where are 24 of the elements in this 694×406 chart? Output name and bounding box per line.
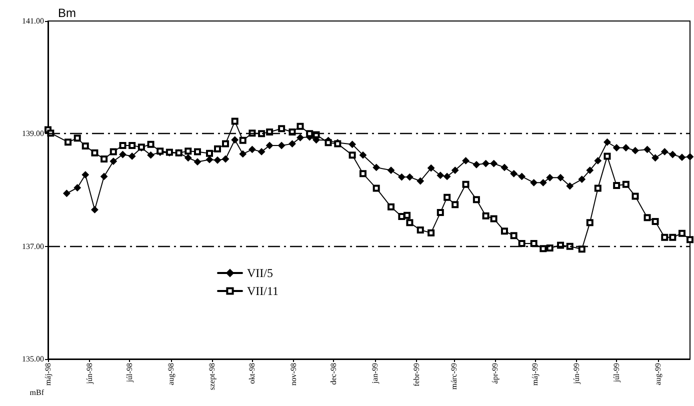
x-tick-label: jún-98 — [84, 363, 94, 385]
x-tick-label: jún-99 — [572, 363, 582, 385]
x-tick-label: márc-99 — [449, 363, 458, 390]
y-tick-label: 137.00 — [22, 242, 44, 251]
x-tick-label: aug-99 — [653, 363, 662, 386]
x-tick-label: máj-99 — [530, 363, 540, 386]
x-tick-label: júl-98 — [124, 363, 134, 384]
x-tick-label: máj-98 — [44, 363, 52, 386]
x-tick-label: júl-99 — [612, 363, 622, 384]
x-tick-label: okt-98 — [248, 363, 257, 384]
y-tick-label: 135.00 — [22, 354, 44, 364]
x-tick-label: jan-99 — [370, 363, 380, 384]
x-tick-label: nov-98 — [289, 363, 298, 386]
x-tick-label: febr-99 — [412, 363, 421, 386]
x-tick-label: szept-98 — [208, 363, 217, 390]
legend-label: VII/5 — [247, 266, 273, 280]
x-tick-label: dec-98 — [329, 363, 338, 385]
x-tick-label: ápr-99 — [490, 363, 500, 384]
legend-label: VII/11 — [247, 284, 279, 298]
y-tick-label: 139.00 — [22, 129, 44, 138]
y-axis-title: mBf — [30, 388, 44, 398]
x-tick-label: aug-98 — [166, 363, 176, 386]
chart-title: Bm — [58, 6, 76, 20]
y-tick-label: 141.00 — [22, 16, 44, 26]
